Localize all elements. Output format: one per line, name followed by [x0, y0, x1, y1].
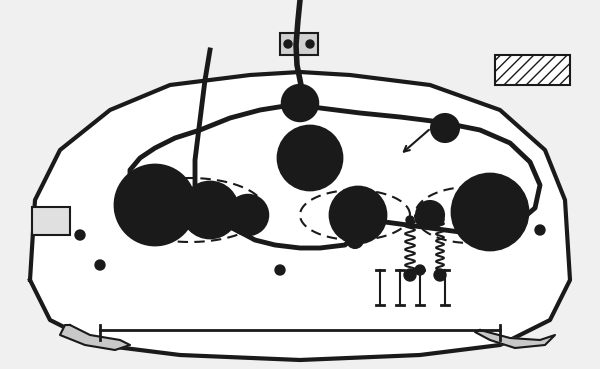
- Circle shape: [538, 228, 542, 232]
- Circle shape: [431, 114, 459, 142]
- Circle shape: [145, 195, 165, 215]
- Circle shape: [78, 233, 82, 237]
- Circle shape: [418, 268, 422, 272]
- Circle shape: [302, 150, 318, 166]
- Circle shape: [330, 187, 386, 243]
- Polygon shape: [475, 330, 555, 348]
- Circle shape: [284, 40, 292, 48]
- Circle shape: [347, 232, 363, 248]
- Circle shape: [228, 195, 268, 235]
- Circle shape: [278, 268, 282, 272]
- Text: A: A: [439, 119, 451, 137]
- Circle shape: [421, 206, 439, 224]
- Circle shape: [115, 165, 195, 245]
- Circle shape: [98, 263, 102, 267]
- Circle shape: [354, 211, 362, 219]
- Circle shape: [151, 201, 159, 209]
- Circle shape: [404, 269, 416, 281]
- Circle shape: [452, 174, 528, 250]
- Circle shape: [244, 210, 253, 220]
- Polygon shape: [30, 72, 570, 360]
- Bar: [32, 207, 70, 235]
- Circle shape: [352, 237, 358, 243]
- Circle shape: [95, 260, 105, 270]
- Circle shape: [425, 210, 435, 220]
- Circle shape: [416, 201, 444, 229]
- Circle shape: [481, 203, 499, 221]
- Circle shape: [436, 216, 444, 224]
- Polygon shape: [60, 325, 130, 350]
- Circle shape: [278, 126, 342, 190]
- Circle shape: [535, 225, 545, 235]
- Circle shape: [306, 40, 314, 48]
- Circle shape: [204, 204, 217, 216]
- Circle shape: [244, 211, 252, 219]
- Bar: [495, 55, 570, 85]
- Circle shape: [352, 209, 364, 221]
- Circle shape: [427, 212, 433, 218]
- Circle shape: [434, 269, 446, 281]
- Circle shape: [415, 265, 425, 275]
- Bar: [280, 33, 318, 55]
- Circle shape: [282, 85, 318, 121]
- Circle shape: [296, 99, 304, 107]
- Circle shape: [182, 182, 238, 238]
- Circle shape: [296, 99, 304, 107]
- Circle shape: [75, 230, 85, 240]
- Circle shape: [275, 265, 285, 275]
- Circle shape: [406, 216, 414, 224]
- Circle shape: [486, 208, 494, 216]
- Circle shape: [306, 154, 314, 162]
- Circle shape: [206, 206, 214, 214]
